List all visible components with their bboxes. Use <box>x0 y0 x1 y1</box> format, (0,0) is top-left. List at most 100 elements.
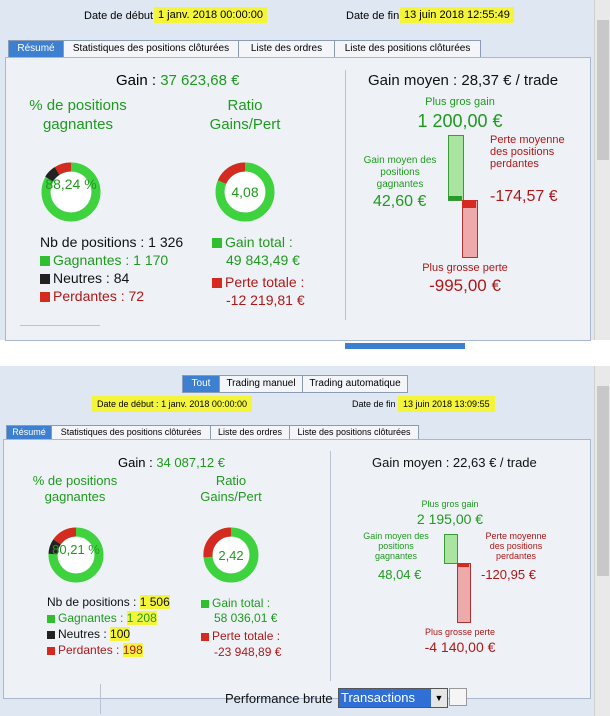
date-value: 13 juin 2018 12:55:49 <box>400 7 514 23</box>
date-label: Date de fin : <box>352 399 401 409</box>
performance-label: Performance brute <box>225 691 333 706</box>
summary-box <box>3 439 591 699</box>
stat-value: -23 948,89 € <box>214 645 282 659</box>
range-bar <box>457 563 471 623</box>
divider <box>345 70 346 320</box>
legend-square <box>212 278 222 288</box>
tab[interactable]: Résumé <box>8 40 64 58</box>
mode-tab[interactable]: Tout <box>182 375 220 393</box>
legend-square <box>40 256 50 266</box>
stat-value: 100 <box>110 627 131 641</box>
donut-title: % de positions gagnantes <box>32 473 118 504</box>
donut <box>41 162 101 222</box>
gain-value: 37 623,68 € <box>160 72 240 89</box>
gain-label: Gain : <box>118 455 153 470</box>
scroll-thumb[interactable] <box>597 386 609 576</box>
donut-value: 4,08 <box>231 184 259 200</box>
summary-box <box>5 57 591 341</box>
select-text: Transactions <box>341 690 415 705</box>
donut-value: 2,42 <box>218 548 244 563</box>
value: 1 200,00 € <box>417 111 503 131</box>
legend-square <box>201 633 209 641</box>
tab[interactable]: Statistiques des positions clôturées <box>51 425 211 440</box>
value: 2 195,00 € <box>416 511 484 527</box>
settings-button[interactable] <box>449 688 467 706</box>
mode-tab[interactable]: Trading automatique <box>302 375 408 393</box>
label: Plus gros gain <box>425 96 495 108</box>
value: 42,60 € <box>373 193 427 210</box>
stat-label: Gagnantes : <box>58 611 124 625</box>
stat: Gain total : <box>212 234 293 250</box>
date: Date de début : 1 janv. 2018 00:00:00 <box>92 396 252 412</box>
stat-text: Gain total : <box>225 234 293 250</box>
date-label: Date de fin : <box>346 10 406 22</box>
label: Plus grosse perte <box>424 627 496 637</box>
stat: Perte totale : <box>212 274 304 290</box>
select-arrow[interactable]: ▼ <box>431 689 447 707</box>
donut <box>215 162 275 222</box>
stat-label: Perdantes : <box>58 643 120 657</box>
date-label: Date de début : <box>84 10 160 22</box>
donut-value: 88,24 % <box>45 176 97 192</box>
divider <box>100 684 101 714</box>
scroll-thumb[interactable] <box>597 20 609 160</box>
tab[interactable]: Statistiques des positions clôturées <box>63 40 239 58</box>
stat-label: Neutres : <box>58 627 107 641</box>
gain-label: Gain : <box>116 72 157 89</box>
avg-gain: Gain moyen : 28,37 € / trade <box>368 72 559 89</box>
label: Plus grosse perte <box>422 262 508 274</box>
value: -4 140,00 € <box>424 639 496 655</box>
avg-marker <box>462 200 476 208</box>
stat: Perdantes : 198 <box>47 643 143 657</box>
range-bar <box>462 200 478 258</box>
value: 48,04 € <box>378 567 422 582</box>
mode-tab[interactable]: Trading manuel <box>219 375 303 393</box>
divider <box>330 451 331 681</box>
label: Perte moyenne des positions perdantes <box>485 531 547 561</box>
stat: Nb de positions : 1 506 <box>47 595 170 609</box>
performance-select[interactable]: Transactions ▼ <box>338 688 448 708</box>
stat: Neutres : 100 <box>47 627 131 641</box>
donut-value: 80,21 % <box>52 542 100 557</box>
date-label: Date de début : <box>97 399 159 409</box>
panel: Date de début : 1 janv. 2018 00:00:00 Da… <box>0 0 594 349</box>
tab[interactable]: Résumé <box>6 425 52 440</box>
scrollbar[interactable] <box>594 0 610 340</box>
date-value: 1 janv. 2018 00:00:00 <box>161 399 247 409</box>
label: Plus gros gain <box>421 499 479 509</box>
gain: Gain : 34 087,12 € <box>118 455 225 470</box>
tab[interactable]: Liste des positions clôturées <box>289 425 419 440</box>
date-value: 1 janv. 2018 00:00:00 <box>154 7 267 23</box>
tab[interactable]: Liste des ordres <box>210 425 290 440</box>
panel: Tout Trading manuel Trading automatique … <box>0 366 594 716</box>
legend-square <box>40 274 50 284</box>
donut <box>48 527 104 583</box>
stat: Gain total : <box>201 596 270 610</box>
tab[interactable]: Liste des ordres <box>238 40 335 58</box>
stat: Gagnantes : 1 170 <box>40 252 168 268</box>
stat-text: Gagnantes : 1 170 <box>53 252 169 268</box>
donut-title: % de positions gagnantes <box>29 97 127 133</box>
stat: Perdantes : 72 <box>40 288 144 304</box>
legend-square <box>47 631 55 639</box>
donut-title: Ratio Gains/Pert <box>200 473 262 504</box>
select-edge <box>345 343 465 349</box>
value: -120,95 € <box>481 567 536 582</box>
gain-value: 34 087,12 € <box>156 455 225 470</box>
divider <box>20 325 100 326</box>
stat: Gagnantes : 1 208 <box>47 611 157 625</box>
legend-square <box>47 647 55 655</box>
stat-value: 58 036,01 € <box>214 611 278 625</box>
stat: Perte totale : <box>201 629 280 643</box>
range-bar <box>448 135 464 201</box>
gain: Gain : 37 623,68 € <box>116 72 239 89</box>
stat: Neutres : 84 <box>40 270 129 286</box>
stat-text: Gain total : <box>212 596 271 610</box>
stat-value: 49 843,49 € <box>226 252 300 268</box>
label: Gain moyen des positions gagnantes <box>363 155 437 190</box>
stat-value: -12 219,81 € <box>226 292 305 308</box>
scrollbar[interactable] <box>594 366 610 716</box>
value: -174,57 € <box>490 188 558 205</box>
tab[interactable]: Liste des positions clôturées <box>334 40 481 58</box>
